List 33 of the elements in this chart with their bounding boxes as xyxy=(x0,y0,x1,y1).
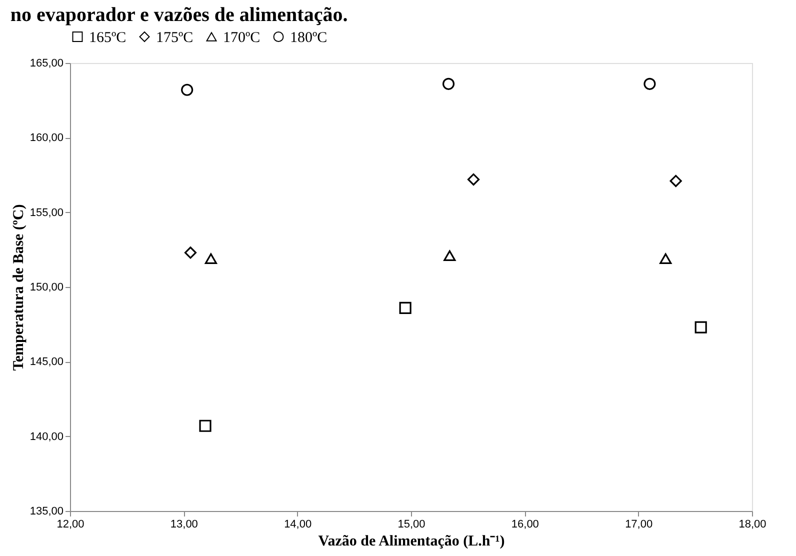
legend-label: 170ºC xyxy=(223,30,260,46)
point xyxy=(467,173,480,186)
point xyxy=(442,78,455,90)
x-tick-label: 17,00 xyxy=(625,518,653,530)
legend-label: 180ºC xyxy=(290,30,328,46)
y-tick-label: 165,00 xyxy=(30,58,64,70)
y-tick-label: 145,00 xyxy=(30,356,64,368)
point xyxy=(660,253,672,264)
legend-label: 175ºC xyxy=(156,30,194,46)
y-tick-label: 150,00 xyxy=(30,282,64,294)
x-axis-title: Vazão de Alimentação (L.h⁻¹) xyxy=(318,534,505,550)
y-axis-title: Temperatura de Base (ºC) xyxy=(10,204,27,371)
point xyxy=(204,253,217,264)
point xyxy=(694,321,707,334)
point xyxy=(199,420,212,432)
x-tick-label: 16,00 xyxy=(511,518,539,530)
x-tick-label: 12,00 xyxy=(56,518,84,530)
y-tick-label: 135,00 xyxy=(30,506,64,518)
x-tick-label: 18,00 xyxy=(738,518,766,530)
point xyxy=(399,302,412,314)
point xyxy=(184,246,197,259)
y-tick-label: 140,00 xyxy=(30,430,64,443)
x-tick-label: 15,00 xyxy=(398,518,426,530)
y-tick-label: 155,00 xyxy=(30,206,64,219)
point xyxy=(670,174,682,188)
x-tick-label: 14,00 xyxy=(284,518,312,530)
point xyxy=(181,84,194,96)
y-tick-label: 160,00 xyxy=(30,132,64,144)
x-tick-label: 13,00 xyxy=(170,518,198,530)
point xyxy=(644,78,656,90)
point xyxy=(444,250,456,261)
chart-title: no evaporador e vazões de alimentação. xyxy=(10,4,348,26)
legend-label: 165ºC xyxy=(89,30,126,46)
